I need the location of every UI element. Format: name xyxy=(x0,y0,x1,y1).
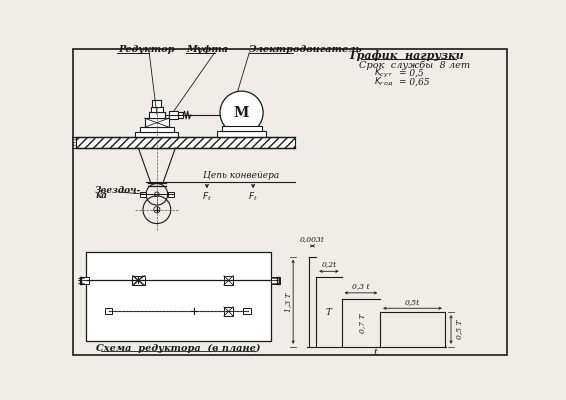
Text: = 0,5: = 0,5 xyxy=(398,69,423,78)
Bar xyxy=(271,276,280,284)
Bar xyxy=(221,126,261,131)
Text: 0,5 Т: 0,5 Т xyxy=(454,320,463,339)
Text: 0,5t: 0,5t xyxy=(405,299,420,307)
Text: $F_t$: $F_t$ xyxy=(248,190,258,203)
Bar xyxy=(140,127,174,132)
Bar xyxy=(140,192,146,197)
Text: Цепь конвейера: Цепь конвейера xyxy=(203,171,280,180)
Bar xyxy=(105,308,112,314)
Text: М: М xyxy=(234,106,249,120)
Text: Звездоч-: Звездоч- xyxy=(95,186,142,195)
Bar xyxy=(168,192,174,197)
Bar xyxy=(149,112,165,118)
Bar xyxy=(217,131,266,137)
Bar xyxy=(169,111,178,119)
Bar xyxy=(152,100,161,107)
Bar xyxy=(80,276,89,284)
Text: 0,2t: 0,2t xyxy=(321,261,337,269)
Text: 1,3 Т: 1,3 Т xyxy=(284,292,291,312)
Text: t: t xyxy=(374,348,378,358)
Bar xyxy=(151,107,163,112)
Text: Срок  службы  8 лет: Срок службы 8 лет xyxy=(359,61,470,70)
Text: = 0,65: = 0,65 xyxy=(398,77,429,86)
Text: $K_{сут}$: $K_{сут}$ xyxy=(374,67,393,80)
Bar xyxy=(76,137,295,148)
Text: Схема  редуктора  (в плане): Схема редуктора (в плане) xyxy=(96,344,261,353)
Text: 0,003t: 0,003t xyxy=(300,236,325,244)
Text: Муфта: Муфта xyxy=(186,45,228,54)
Text: Электродвигатель: Электродвигатель xyxy=(249,45,363,54)
Text: Т: Т xyxy=(326,308,332,317)
Bar xyxy=(224,307,233,316)
Circle shape xyxy=(220,91,263,134)
Text: 0,7 Т: 0,7 Т xyxy=(358,313,366,333)
Text: Редуктор: Редуктор xyxy=(118,45,175,54)
Bar xyxy=(135,132,178,137)
Bar xyxy=(86,252,271,341)
Text: График  нагрузки: График нагрузки xyxy=(350,50,465,61)
Bar xyxy=(224,276,233,285)
Bar xyxy=(132,276,144,285)
Text: ка: ка xyxy=(95,191,108,200)
Bar xyxy=(144,118,169,127)
Bar xyxy=(243,308,251,314)
Text: $F_t$: $F_t$ xyxy=(202,190,212,203)
Bar xyxy=(178,112,183,118)
Text: 0,3 t: 0,3 t xyxy=(352,283,370,291)
Text: $K_{год}$: $K_{год}$ xyxy=(374,76,393,88)
